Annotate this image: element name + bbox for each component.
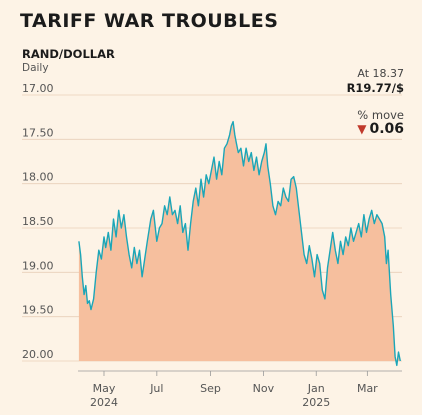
x-year-label: 2025 bbox=[302, 396, 330, 409]
series-area bbox=[78, 121, 401, 366]
y-tick-label: 19.00 bbox=[22, 259, 54, 272]
x-tick-label: Sep bbox=[200, 382, 221, 395]
y-tick-label: 20.00 bbox=[22, 348, 54, 361]
y-tick-label: 18.00 bbox=[22, 171, 54, 184]
x-tick-label: Jul bbox=[149, 382, 163, 395]
y-tick-label: 17.50 bbox=[22, 126, 54, 139]
down-arrow-icon: ▼ bbox=[357, 122, 367, 136]
x-tick-label: Mar bbox=[357, 382, 378, 395]
percent-move-number: 0.06 bbox=[369, 121, 404, 137]
y-tick-label: 18.50 bbox=[22, 215, 54, 228]
x-year-label: 2024 bbox=[90, 396, 118, 409]
y-tick-label: 17.00 bbox=[22, 82, 54, 95]
percent-move-value: ▼ 0.06 bbox=[357, 121, 404, 137]
latest-level-label: At 18.37 bbox=[357, 67, 404, 80]
percent-move-label: % move bbox=[357, 108, 404, 122]
y-tick-label: 19.50 bbox=[22, 304, 54, 317]
chart-title: TARIFF WAR TROUBLES bbox=[20, 10, 279, 32]
latest-rate-value: R19.77/$ bbox=[346, 81, 404, 95]
frequency-label: Daily bbox=[22, 62, 49, 74]
chart-subtitle: RAND/DOLLAR bbox=[22, 47, 115, 61]
series-line bbox=[78, 120, 401, 367]
x-tick-label: Jan bbox=[307, 382, 325, 395]
x-tick-label: Nov bbox=[253, 382, 275, 395]
x-tick-label: May bbox=[93, 382, 116, 395]
